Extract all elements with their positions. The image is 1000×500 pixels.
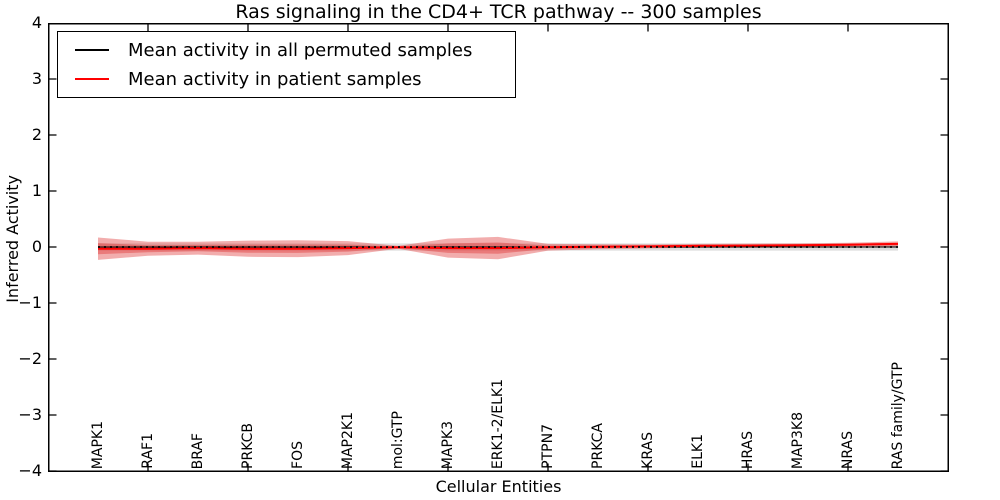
x-axis-label: Cellular Entities: [435, 477, 562, 496]
y-tick-label: 3: [31, 69, 42, 88]
legend-line-patient-icon: [75, 78, 109, 80]
x-category-label: ELK1: [690, 434, 706, 469]
y-tick-label: 2: [31, 125, 42, 144]
legend: Mean activity in all permuted samples Me…: [57, 31, 516, 98]
y-tick-label: 4: [31, 13, 42, 32]
x-category-label: BRAF: [190, 432, 206, 469]
legend-item-patient: Mean activity in patient samples: [58, 68, 515, 90]
x-category-label: KRAS: [640, 432, 656, 469]
plot-area: [48, 23, 949, 472]
chart-title: Ras signaling in the CD4+ TCR pathway --…: [235, 1, 762, 23]
y-tick-label: −3: [18, 405, 42, 424]
axis-ticks: [49, 23, 948, 472]
x-category-label: PRKCB: [240, 423, 256, 469]
axes-frame: [48, 23, 949, 472]
legend-label-permuted: Mean activity in all permuted samples: [128, 39, 473, 61]
x-category-label: HRAS: [740, 430, 756, 469]
x-category-label: PTPN7: [540, 424, 556, 469]
x-category-label: MAPK3: [440, 420, 456, 469]
y-tick-label: −1: [18, 293, 42, 312]
y-tick-label: −2: [18, 349, 42, 368]
legend-label-patient: Mean activity in patient samples: [128, 68, 422, 90]
x-category-label: MAP3K8: [790, 411, 806, 469]
x-category-label: PRKCA: [590, 423, 606, 469]
legend-item-permuted: Mean activity in all permuted samples: [58, 39, 515, 61]
x-category-label: NRAS: [840, 430, 856, 469]
plot-svg: [48, 23, 949, 472]
x-category-label: FOS: [290, 441, 306, 469]
patient-mean-line: [98, 242, 899, 250]
y-tick-label: −4: [18, 461, 42, 480]
x-category-label: RAF1: [140, 433, 156, 469]
y-tick-label: 1: [31, 181, 42, 200]
x-category-label: RAS family/GTP: [890, 361, 906, 469]
x-category-label: mol:GTP: [390, 410, 406, 469]
y-tick-label: 0: [31, 237, 42, 256]
x-category-label: MAP2K1: [340, 411, 356, 469]
x-category-label: MAPK1: [90, 420, 106, 469]
legend-line-permuted-icon: [75, 49, 109, 51]
x-category-label: ERK1-2/ELK1: [490, 378, 506, 469]
